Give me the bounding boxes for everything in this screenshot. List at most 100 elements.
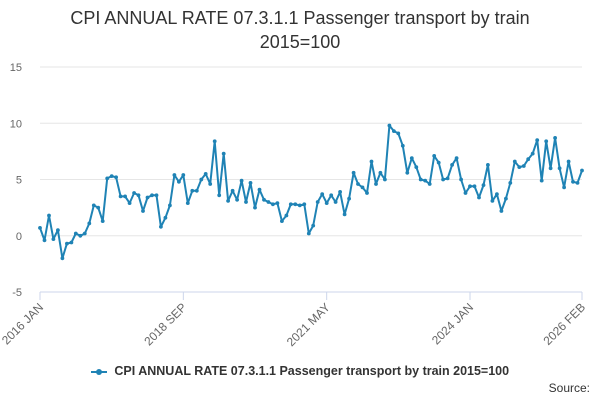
data-point[interactable] bbox=[436, 160, 441, 165]
data-point[interactable] bbox=[38, 226, 42, 230]
data-point[interactable] bbox=[87, 221, 92, 226]
data-point[interactable] bbox=[400, 143, 405, 148]
data-point[interactable] bbox=[185, 201, 190, 206]
data-point[interactable] bbox=[150, 193, 154, 198]
data-point[interactable] bbox=[91, 203, 96, 208]
data-point[interactable] bbox=[468, 184, 472, 189]
data-point[interactable] bbox=[297, 203, 302, 208]
data-point[interactable] bbox=[212, 139, 217, 144]
data-point[interactable] bbox=[418, 177, 423, 182]
data-point[interactable] bbox=[517, 165, 522, 170]
data-point[interactable] bbox=[329, 193, 334, 198]
data-point[interactable] bbox=[414, 165, 419, 170]
data-point[interactable] bbox=[203, 172, 208, 176]
data-point[interactable] bbox=[504, 196, 508, 201]
data-point[interactable] bbox=[512, 159, 517, 164]
data-point[interactable] bbox=[69, 240, 74, 245]
data-point[interactable] bbox=[293, 202, 298, 207]
data-point[interactable] bbox=[311, 223, 316, 228]
data-point[interactable] bbox=[96, 205, 101, 210]
data-point[interactable] bbox=[244, 200, 248, 204]
data-point[interactable] bbox=[154, 193, 159, 198]
data-point[interactable] bbox=[181, 173, 186, 177]
data-point[interactable] bbox=[145, 195, 150, 200]
data-point[interactable] bbox=[463, 191, 468, 195]
data-point[interactable] bbox=[378, 170, 383, 175]
data-point[interactable] bbox=[194, 188, 199, 193]
data-point[interactable] bbox=[369, 159, 374, 164]
data-point[interactable] bbox=[441, 177, 445, 182]
data-point[interactable] bbox=[190, 188, 195, 193]
data-point[interactable] bbox=[499, 209, 504, 213]
data-point[interactable] bbox=[221, 151, 226, 156]
data-point[interactable] bbox=[495, 192, 499, 197]
data-point[interactable] bbox=[235, 197, 240, 202]
data-point[interactable] bbox=[342, 212, 347, 217]
data-point[interactable] bbox=[302, 202, 307, 207]
data-point[interactable] bbox=[356, 182, 360, 186]
data-point[interactable] bbox=[51, 237, 56, 242]
data-point[interactable] bbox=[526, 157, 531, 162]
data-point[interactable] bbox=[114, 175, 118, 180]
data-point[interactable] bbox=[288, 202, 293, 207]
data-point[interactable] bbox=[118, 194, 123, 199]
data-point[interactable] bbox=[78, 233, 83, 238]
data-point[interactable] bbox=[566, 159, 571, 164]
data-point[interactable] bbox=[65, 241, 69, 246]
data-point[interactable] bbox=[360, 185, 365, 190]
data-point[interactable] bbox=[427, 182, 432, 186]
legend[interactable]: CPI ANNUAL RATE 07.3.1.1 Passenger trans… bbox=[0, 364, 600, 378]
data-point[interactable] bbox=[42, 238, 47, 243]
data-point[interactable] bbox=[432, 154, 437, 158]
data-point[interactable] bbox=[208, 182, 213, 186]
data-point[interactable] bbox=[553, 136, 557, 140]
data-point[interactable] bbox=[217, 193, 222, 198]
data-point[interactable] bbox=[230, 188, 235, 193]
data-point[interactable] bbox=[374, 182, 378, 186]
data-point[interactable] bbox=[163, 215, 168, 220]
data-point[interactable] bbox=[490, 199, 495, 203]
data-point[interactable] bbox=[405, 170, 410, 175]
data-point[interactable] bbox=[105, 176, 110, 181]
data-point[interactable] bbox=[530, 151, 535, 156]
data-point[interactable] bbox=[100, 219, 105, 224]
data-point[interactable] bbox=[575, 181, 580, 185]
data-point[interactable] bbox=[199, 177, 204, 182]
data-point[interactable] bbox=[320, 192, 325, 197]
data-point[interactable] bbox=[571, 179, 575, 184]
data-point[interactable] bbox=[508, 181, 513, 185]
data-point[interactable] bbox=[226, 199, 231, 203]
data-point[interactable] bbox=[253, 205, 257, 210]
data-point[interactable] bbox=[280, 219, 284, 224]
data-point[interactable] bbox=[73, 231, 78, 236]
data-point[interactable] bbox=[324, 201, 329, 206]
data-point[interactable] bbox=[450, 163, 454, 167]
data-point[interactable] bbox=[284, 213, 289, 218]
data-point[interactable] bbox=[580, 168, 584, 173]
data-point[interactable] bbox=[539, 178, 544, 183]
data-point[interactable] bbox=[387, 123, 392, 128]
data-point[interactable] bbox=[445, 176, 450, 181]
data-point[interactable] bbox=[365, 191, 369, 195]
data-point[interactable] bbox=[257, 187, 262, 192]
data-point[interactable] bbox=[333, 200, 338, 204]
data-point[interactable] bbox=[262, 197, 266, 202]
data-point[interactable] bbox=[338, 190, 342, 194]
data-point[interactable] bbox=[535, 138, 540, 143]
data-point[interactable] bbox=[159, 224, 163, 229]
data-point[interactable] bbox=[548, 166, 553, 171]
data-point[interactable] bbox=[392, 129, 396, 134]
data-point[interactable] bbox=[347, 196, 351, 201]
data-point[interactable] bbox=[177, 179, 181, 184]
data-point[interactable] bbox=[56, 228, 60, 233]
data-point[interactable] bbox=[396, 131, 401, 136]
data-point[interactable] bbox=[459, 177, 463, 182]
data-point[interactable] bbox=[477, 195, 481, 200]
data-point[interactable] bbox=[562, 185, 566, 190]
data-point[interactable] bbox=[306, 231, 311, 236]
data-point[interactable] bbox=[557, 166, 562, 171]
data-point[interactable] bbox=[315, 200, 320, 204]
data-point[interactable] bbox=[127, 201, 132, 206]
data-point[interactable] bbox=[239, 178, 244, 183]
data-point[interactable] bbox=[481, 183, 486, 188]
